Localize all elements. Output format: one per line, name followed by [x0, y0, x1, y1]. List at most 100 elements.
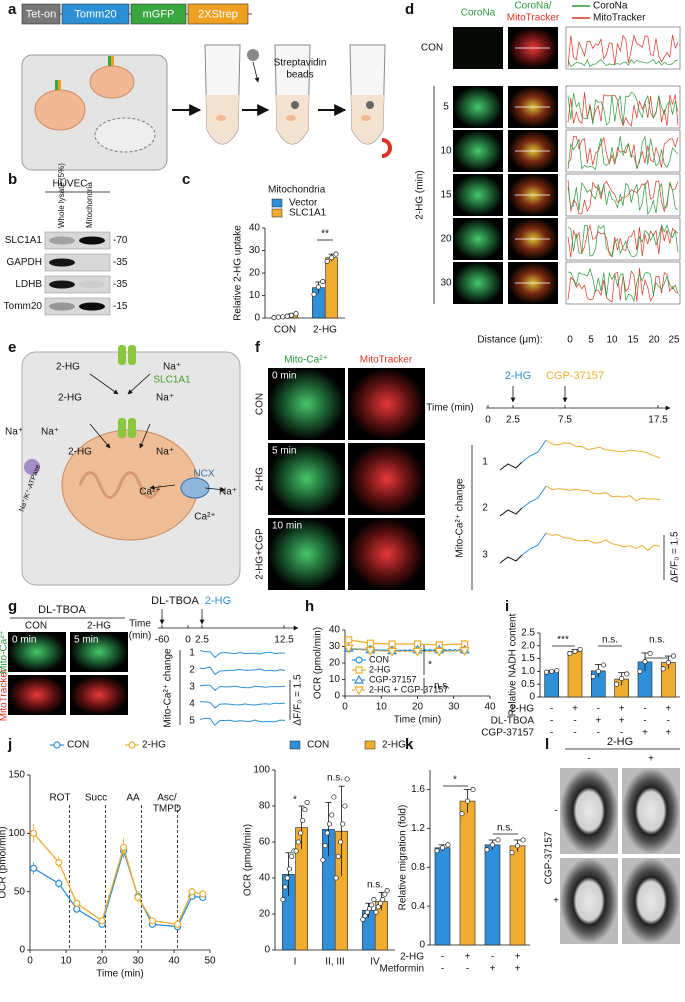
time-label: 5 min — [74, 635, 98, 646]
annotation: n.s. — [434, 681, 450, 692]
image — [622, 858, 680, 944]
condition-sign: - — [550, 728, 553, 739]
diagram-label: Na⁺ — [163, 362, 181, 373]
data-point — [340, 821, 346, 827]
y-tick-label: 1.6 — [411, 784, 425, 795]
x-tick-label: 0 — [27, 956, 33, 967]
image-coro — [453, 130, 503, 172]
time-label: 0 min — [12, 635, 36, 646]
condition-sign: - — [491, 952, 494, 963]
scale-label: ΔF/F₀ = 1.5 — [293, 674, 304, 726]
marker-label: -35 — [113, 279, 128, 290]
marker — [199, 890, 207, 898]
marker — [366, 639, 374, 647]
data-point — [637, 668, 643, 674]
time-label: 0 min — [272, 371, 296, 382]
data-point — [554, 668, 560, 674]
data-point — [315, 284, 321, 290]
marker — [119, 843, 128, 851]
x-tick-label: 2-HG — [313, 325, 337, 336]
panel-label: h — [305, 598, 314, 615]
bar — [434, 847, 451, 946]
beads-label: Streptavidin — [274, 58, 327, 69]
column-header: CON — [25, 621, 47, 632]
data-point — [293, 848, 299, 854]
legend-label: 2-HG — [382, 740, 406, 751]
profile-trace — [567, 224, 679, 258]
profile-box — [565, 261, 681, 305]
y-tick-label: 60 — [259, 837, 271, 848]
marker — [413, 640, 422, 648]
x-tick-label: 40 — [484, 702, 496, 713]
x-tick-label: 30 — [132, 956, 144, 967]
legend-swatch — [364, 740, 376, 750]
event-label: 2-HG — [505, 370, 531, 382]
data-point — [333, 875, 339, 881]
row-label: Mito-Ca²⁺ — [0, 630, 10, 674]
panel-label: a — [8, 1, 17, 18]
data-point — [613, 681, 620, 687]
flow-arrow — [139, 423, 151, 449]
panel-label: i — [505, 598, 509, 615]
condition-name: DL-TBOA — [491, 716, 535, 727]
x-tick-label: 20 — [412, 702, 424, 713]
y-axis-label: OCR (pmol/min) — [0, 826, 9, 898]
condition-sign: - — [597, 704, 600, 715]
mitochondrion — [34, 89, 86, 131]
y-tick-label: 80 — [259, 801, 271, 812]
y-tick-label: 1.5 — [521, 653, 535, 664]
transporter — [128, 345, 136, 365]
data-point — [320, 278, 326, 285]
construct-box — [130, 3, 187, 25]
construct-box — [61, 3, 130, 25]
bar — [325, 257, 338, 319]
marker — [174, 920, 182, 928]
axis-tick-label: 20 — [648, 335, 660, 346]
data-point — [369, 902, 375, 908]
data-point — [329, 255, 335, 261]
column-header: CoroNa/ — [514, 1, 551, 12]
diagram-label: 2-HG — [56, 362, 80, 373]
time-tick-label: 2.5 — [506, 415, 520, 426]
image — [560, 768, 618, 854]
data-point — [377, 900, 384, 906]
time-tick-label: 0 — [185, 635, 191, 646]
image-mito — [348, 518, 425, 590]
data-point — [300, 817, 306, 823]
trace — [199, 701, 286, 709]
trace-baseline — [499, 507, 523, 517]
marker — [134, 893, 142, 902]
trace-label: 5 — [189, 716, 195, 727]
data-point — [289, 312, 295, 318]
trace-label: 4 — [189, 699, 195, 710]
band — [79, 236, 105, 245]
legend-label: MitoTracker — [593, 13, 646, 24]
column-label: - — [587, 754, 590, 765]
y-axis-label: Relative migration (fold) — [398, 805, 409, 911]
y-tick-label: 0 — [529, 692, 535, 703]
condition-name: Metformin — [380, 964, 424, 975]
y-tick-label: 0.4 — [411, 901, 425, 912]
profile-trace — [567, 135, 679, 170]
panel-label: d — [405, 1, 414, 18]
trace-cgp — [545, 532, 661, 551]
time-label: 10 min — [272, 521, 302, 532]
data-point — [470, 786, 476, 792]
x-tick-label: 20 — [96, 956, 108, 967]
cell-line: HUVEC — [52, 179, 87, 190]
y-tick-label: 20 — [329, 658, 341, 669]
legend-marker — [353, 674, 365, 684]
x-axis-label: Time (min) — [96, 969, 143, 980]
protein-label: Tomm20 — [4, 301, 43, 312]
event-label: CGP-37157 — [546, 370, 604, 382]
x-tick-label: II, III — [325, 957, 344, 968]
condition-sign: - — [550, 716, 553, 727]
legend-label: Vector — [289, 198, 318, 209]
condition-sign: + — [665, 728, 671, 739]
x-axis-label: Time (min) — [394, 715, 441, 726]
x-tick-label: 0 — [342, 702, 348, 713]
trace — [199, 717, 286, 727]
magnet — [381, 138, 392, 158]
construct-label: Tet-on — [26, 8, 57, 20]
marker — [73, 899, 81, 907]
